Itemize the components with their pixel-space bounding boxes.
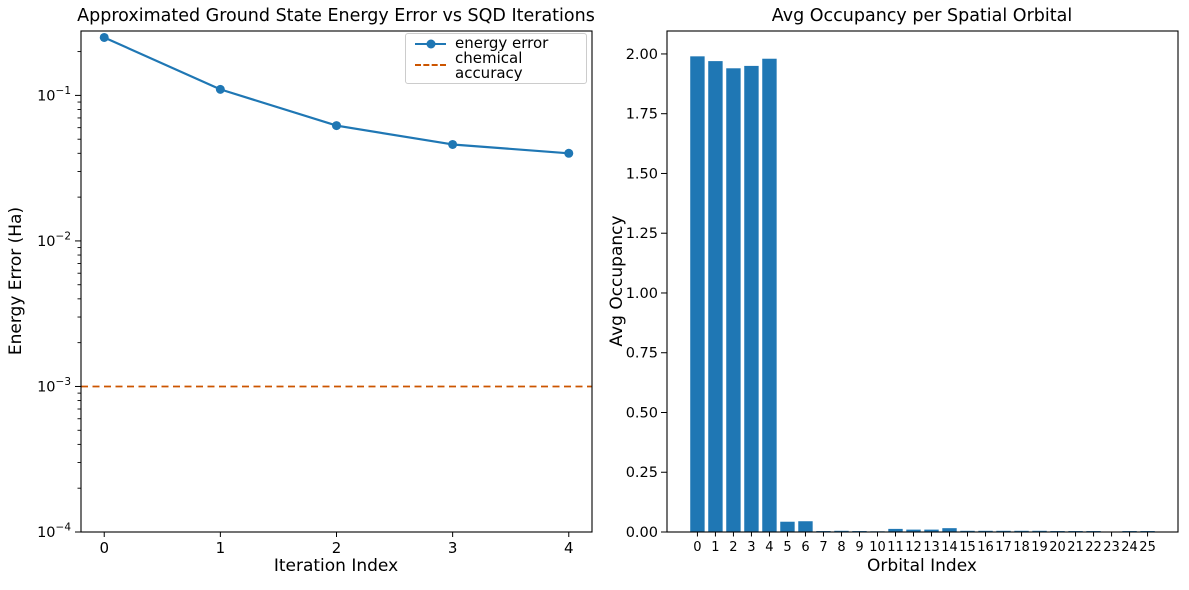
bar-orbital-14 xyxy=(942,528,957,532)
x-tick-label: 0 xyxy=(693,540,701,555)
x-tick-label: 18 xyxy=(1013,540,1030,555)
bar-orbital-3 xyxy=(744,65,759,533)
x-tick-label: 20 xyxy=(1049,540,1066,555)
y-tick-label: 10−1 xyxy=(37,85,71,105)
left-plot-ylabel: Energy Error (Ha) xyxy=(6,206,26,356)
legend-entry-energy-error: energy error xyxy=(415,36,577,51)
bar-orbital-2 xyxy=(726,68,741,532)
y-tick-label: 1.25 xyxy=(626,226,658,242)
x-tick-label: 17 xyxy=(995,540,1012,555)
x-tick-label: 25 xyxy=(1139,540,1156,555)
right-plot-title: Avg Occupancy per Spatial Orbital xyxy=(771,6,1073,26)
x-tick-label: 6 xyxy=(801,540,809,555)
energy-error-marker xyxy=(215,84,225,94)
x-tick-label: 24 xyxy=(1121,540,1138,555)
x-tick-label: 7 xyxy=(819,540,827,555)
x-tick-label: 15 xyxy=(959,540,976,555)
y-tick-label: 0.50 xyxy=(626,405,658,421)
x-tick-label: 11 xyxy=(887,540,904,555)
right-axes: 0.000.250.500.751.001.251.501.752.000 1 2 3… xyxy=(626,30,1179,555)
bar-orbital-17 xyxy=(996,530,1011,532)
energy-error-marker xyxy=(332,121,341,131)
left-axes: 10−1 10−2 10−3 10−4 0 1 2 3 4 xyxy=(37,30,593,557)
x-tick-label: 1 xyxy=(711,540,719,555)
y-tick-label: 0.00 xyxy=(626,525,658,541)
x-tick-label: 4 xyxy=(765,540,773,555)
bar-orbital-12 xyxy=(906,529,921,532)
legend-label-chemical-accuracy: chemical accuracy xyxy=(455,49,523,82)
energy-error-marker xyxy=(448,139,458,149)
right-axes-frame xyxy=(666,30,1179,533)
y-tick-label: 1.00 xyxy=(626,286,658,302)
right-plot-xlabel: Orbital Index xyxy=(867,556,977,576)
marker-dot-icon xyxy=(426,39,435,48)
bar-orbital-15 xyxy=(960,530,975,532)
x-tick-label: 3 xyxy=(448,539,458,557)
y-tick-label: 10−2 xyxy=(37,230,71,250)
x-tick-label: 2 xyxy=(332,539,342,557)
x-tick-label: 14 xyxy=(941,540,958,555)
x-tick-label: 0 xyxy=(99,539,109,557)
x-tick-label: 2 xyxy=(729,540,737,555)
x-tick-label: 5 xyxy=(783,540,791,555)
y-tick-label: 10−4 xyxy=(37,522,71,542)
x-tick-label: 19 xyxy=(1031,540,1048,555)
x-tick-label: 9 xyxy=(855,540,863,555)
x-tick-label: 23 xyxy=(1103,540,1120,555)
right-plot-ylabel: Avg Occupancy xyxy=(607,215,627,347)
x-tick-label: 13 xyxy=(923,540,940,555)
y-tick-label: 1.75 xyxy=(626,107,658,123)
x-tick-label: 22 xyxy=(1085,540,1102,555)
bar-orbital-6 xyxy=(798,521,813,532)
y-tick-label: 10−3 xyxy=(37,376,71,396)
bar-orbital-11 xyxy=(888,528,903,532)
left-plot-xlabel: Iteration Index xyxy=(273,556,399,576)
x-tick-label: 1 xyxy=(216,539,226,557)
bar-orbital-0 xyxy=(690,56,705,533)
x-tick-label: 4 xyxy=(564,539,574,557)
legend-entry-chemical-accuracy: chemical accuracy xyxy=(415,51,577,81)
legend-label-energy-error: energy error xyxy=(455,34,549,52)
chemical-accuracy-dash-sample-icon xyxy=(415,60,446,73)
bar-orbital-8 xyxy=(834,530,849,532)
left-axes-frame xyxy=(80,30,593,533)
bar-orbital-18 xyxy=(1014,530,1029,532)
y-tick-label: 0.75 xyxy=(626,346,658,362)
x-tick-label: 21 xyxy=(1067,540,1084,555)
bar-orbital-16 xyxy=(978,530,993,532)
bar-orbital-1 xyxy=(708,61,723,532)
y-tick-label: 2.00 xyxy=(626,47,658,63)
y-tick-label: 0.25 xyxy=(626,465,658,481)
energy-error-marker xyxy=(99,32,109,42)
x-tick-label: 16 xyxy=(977,540,994,555)
bar-orbital-19 xyxy=(1032,530,1047,532)
energy-error-line-sample-icon xyxy=(415,37,446,50)
x-tick-label: 10 xyxy=(869,540,886,555)
x-tick-label: 8 xyxy=(837,540,845,555)
x-tick-label: 3 xyxy=(747,540,755,555)
y-tick-label: 1.50 xyxy=(626,166,658,182)
legend: energy error chemical accuracy xyxy=(405,33,587,84)
x-tick-label: 12 xyxy=(905,540,922,555)
bar-orbital-4 xyxy=(762,58,777,532)
energy-error-marker xyxy=(564,148,574,158)
bar-orbital-5 xyxy=(780,521,795,532)
bar-orbital-13 xyxy=(924,529,939,532)
left-plot-title: Approximated Ground State Energy Error v… xyxy=(77,6,595,26)
